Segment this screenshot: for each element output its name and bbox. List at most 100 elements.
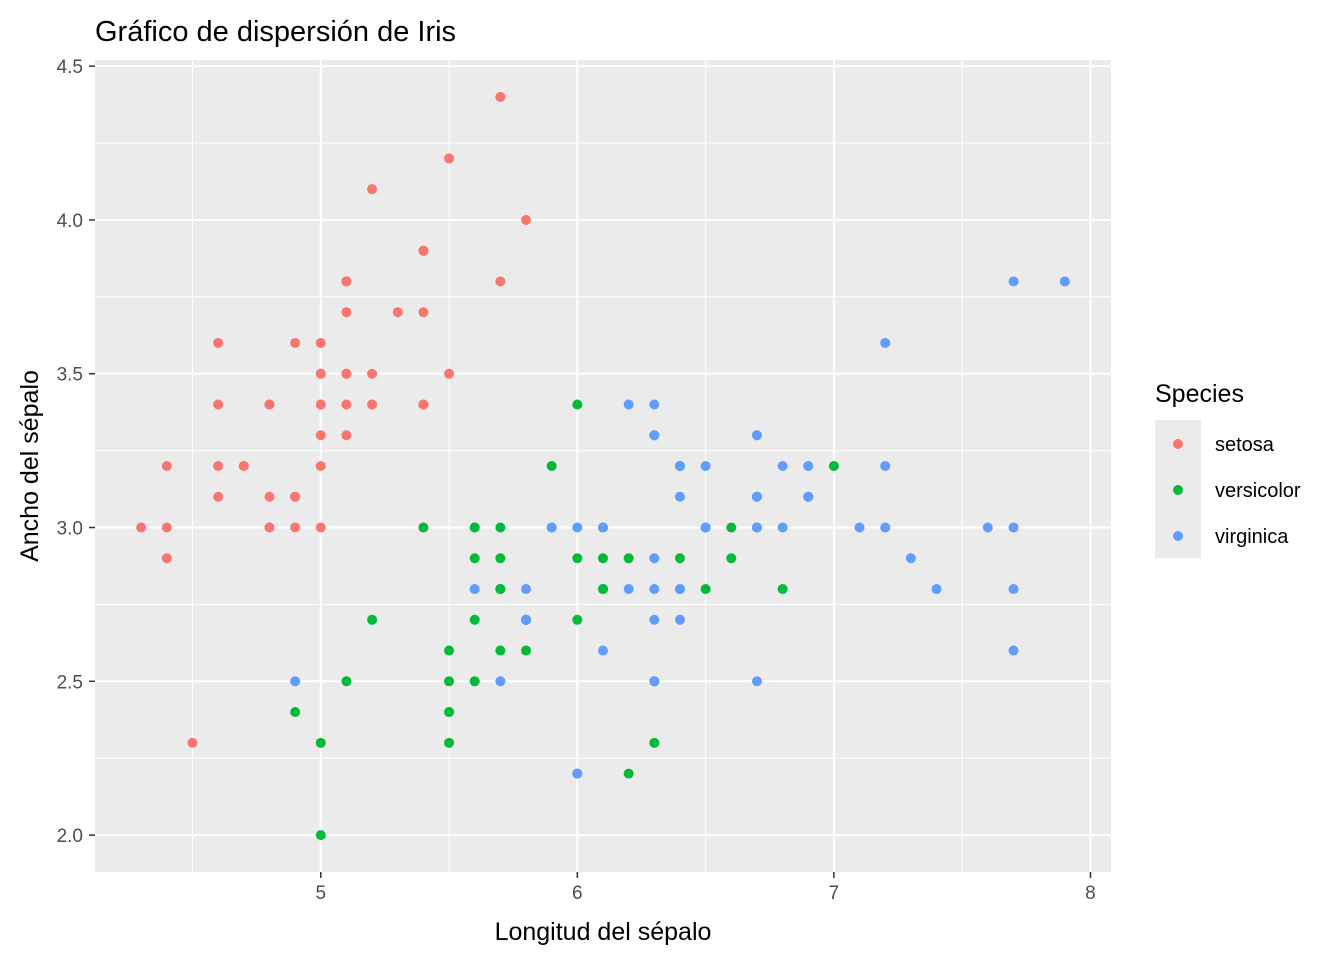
data-point: [161, 461, 172, 471]
x-tick-label: 7: [829, 883, 840, 904]
data-point: [674, 614, 685, 625]
data-point: [187, 737, 198, 748]
data-point: [213, 337, 224, 348]
data-point: [1008, 645, 1019, 656]
legend-key-setosa: [1173, 439, 1183, 449]
data-point: [392, 307, 403, 318]
data-point: [495, 276, 506, 287]
chart-title: Gráfico de dispersión de Iris: [95, 16, 456, 48]
data-point: [495, 553, 506, 564]
data-point: [828, 461, 839, 471]
x-axis-label: Longitud del sépalo: [495, 918, 712, 946]
legend-label-virginica: virginica: [1215, 526, 1289, 548]
data-point: [290, 676, 301, 687]
data-point: [623, 553, 634, 564]
data-point: [880, 337, 891, 348]
data-point: [623, 399, 634, 410]
data-point: [572, 614, 583, 625]
y-axis-label: Ancho del sépalo: [16, 370, 44, 562]
data-point: [315, 522, 326, 533]
data-point: [982, 522, 993, 533]
data-point: [161, 522, 172, 533]
legend-key-versicolor: [1173, 485, 1183, 495]
data-point: [598, 553, 608, 564]
data-point: [700, 584, 711, 595]
data-point: [880, 461, 891, 471]
x-tick-label: 5: [315, 883, 326, 904]
data-point: [315, 399, 326, 410]
data-point: [213, 461, 224, 471]
data-point: [315, 737, 326, 748]
data-point: [854, 522, 865, 533]
data-point: [931, 584, 942, 595]
data-point: [649, 614, 660, 625]
data-point: [751, 430, 762, 441]
data-point: [367, 614, 378, 625]
data-point: [469, 676, 480, 687]
data-point: [1059, 276, 1070, 287]
data-point: [341, 399, 352, 410]
data-point: [495, 522, 506, 533]
data-point: [418, 307, 429, 318]
x-tick-label: 8: [1085, 883, 1096, 904]
data-point: [674, 584, 685, 595]
data-point: [726, 522, 737, 533]
data-point: [469, 614, 480, 625]
data-point: [803, 491, 814, 502]
data-point: [264, 399, 275, 410]
data-point: [341, 368, 352, 379]
data-point: [1008, 584, 1019, 595]
data-point: [238, 461, 249, 471]
data-point: [649, 737, 660, 748]
data-point: [444, 737, 455, 748]
data-point: [315, 461, 326, 471]
data-point: [572, 553, 583, 564]
data-point: [341, 307, 352, 318]
data-point: [264, 522, 275, 533]
data-point: [290, 522, 301, 533]
series-virginica: [290, 276, 1070, 779]
data-point: [444, 707, 455, 718]
x-tick-label: 6: [572, 883, 583, 904]
data-point: [290, 491, 301, 502]
legend-items: setosa versicolor virginica: [1173, 434, 1301, 548]
data-point: [418, 245, 429, 256]
data-point: [315, 830, 326, 841]
data-point: [495, 91, 506, 102]
data-point: [161, 553, 172, 564]
data-point: [623, 584, 634, 595]
data-point: [777, 522, 788, 533]
data-point: [649, 584, 660, 595]
y-tick-label: 2.0: [57, 826, 83, 847]
data-point: [674, 461, 685, 471]
data-point: [315, 337, 326, 348]
x-axis: 5 6 7 8: [315, 872, 1096, 904]
data-point: [315, 430, 326, 441]
data-point: [674, 491, 685, 502]
data-point: [649, 430, 660, 441]
data-point: [418, 399, 429, 410]
y-tick-label: 3.0: [57, 519, 83, 540]
legend-label-setosa: setosa: [1215, 434, 1275, 456]
data-point: [751, 491, 762, 502]
data-point: [1008, 522, 1019, 533]
data-point: [290, 707, 301, 718]
data-point: [521, 584, 532, 595]
y-tick-label: 4.5: [57, 57, 83, 78]
data-point: [444, 645, 455, 656]
legend-label-versicolor: versicolor: [1215, 480, 1301, 502]
data-point: [469, 584, 480, 595]
data-point: [444, 153, 455, 164]
data-point: [751, 676, 762, 687]
data-point: [546, 461, 557, 471]
legend: Species setosa versicolor virginica: [1155, 380, 1301, 558]
data-point: [1008, 276, 1019, 287]
data-point: [700, 522, 711, 533]
data-point: [341, 276, 352, 287]
data-point: [444, 368, 455, 379]
data-point: [521, 645, 532, 656]
data-point: [803, 461, 814, 471]
data-point: [777, 461, 788, 471]
data-point: [726, 553, 737, 564]
